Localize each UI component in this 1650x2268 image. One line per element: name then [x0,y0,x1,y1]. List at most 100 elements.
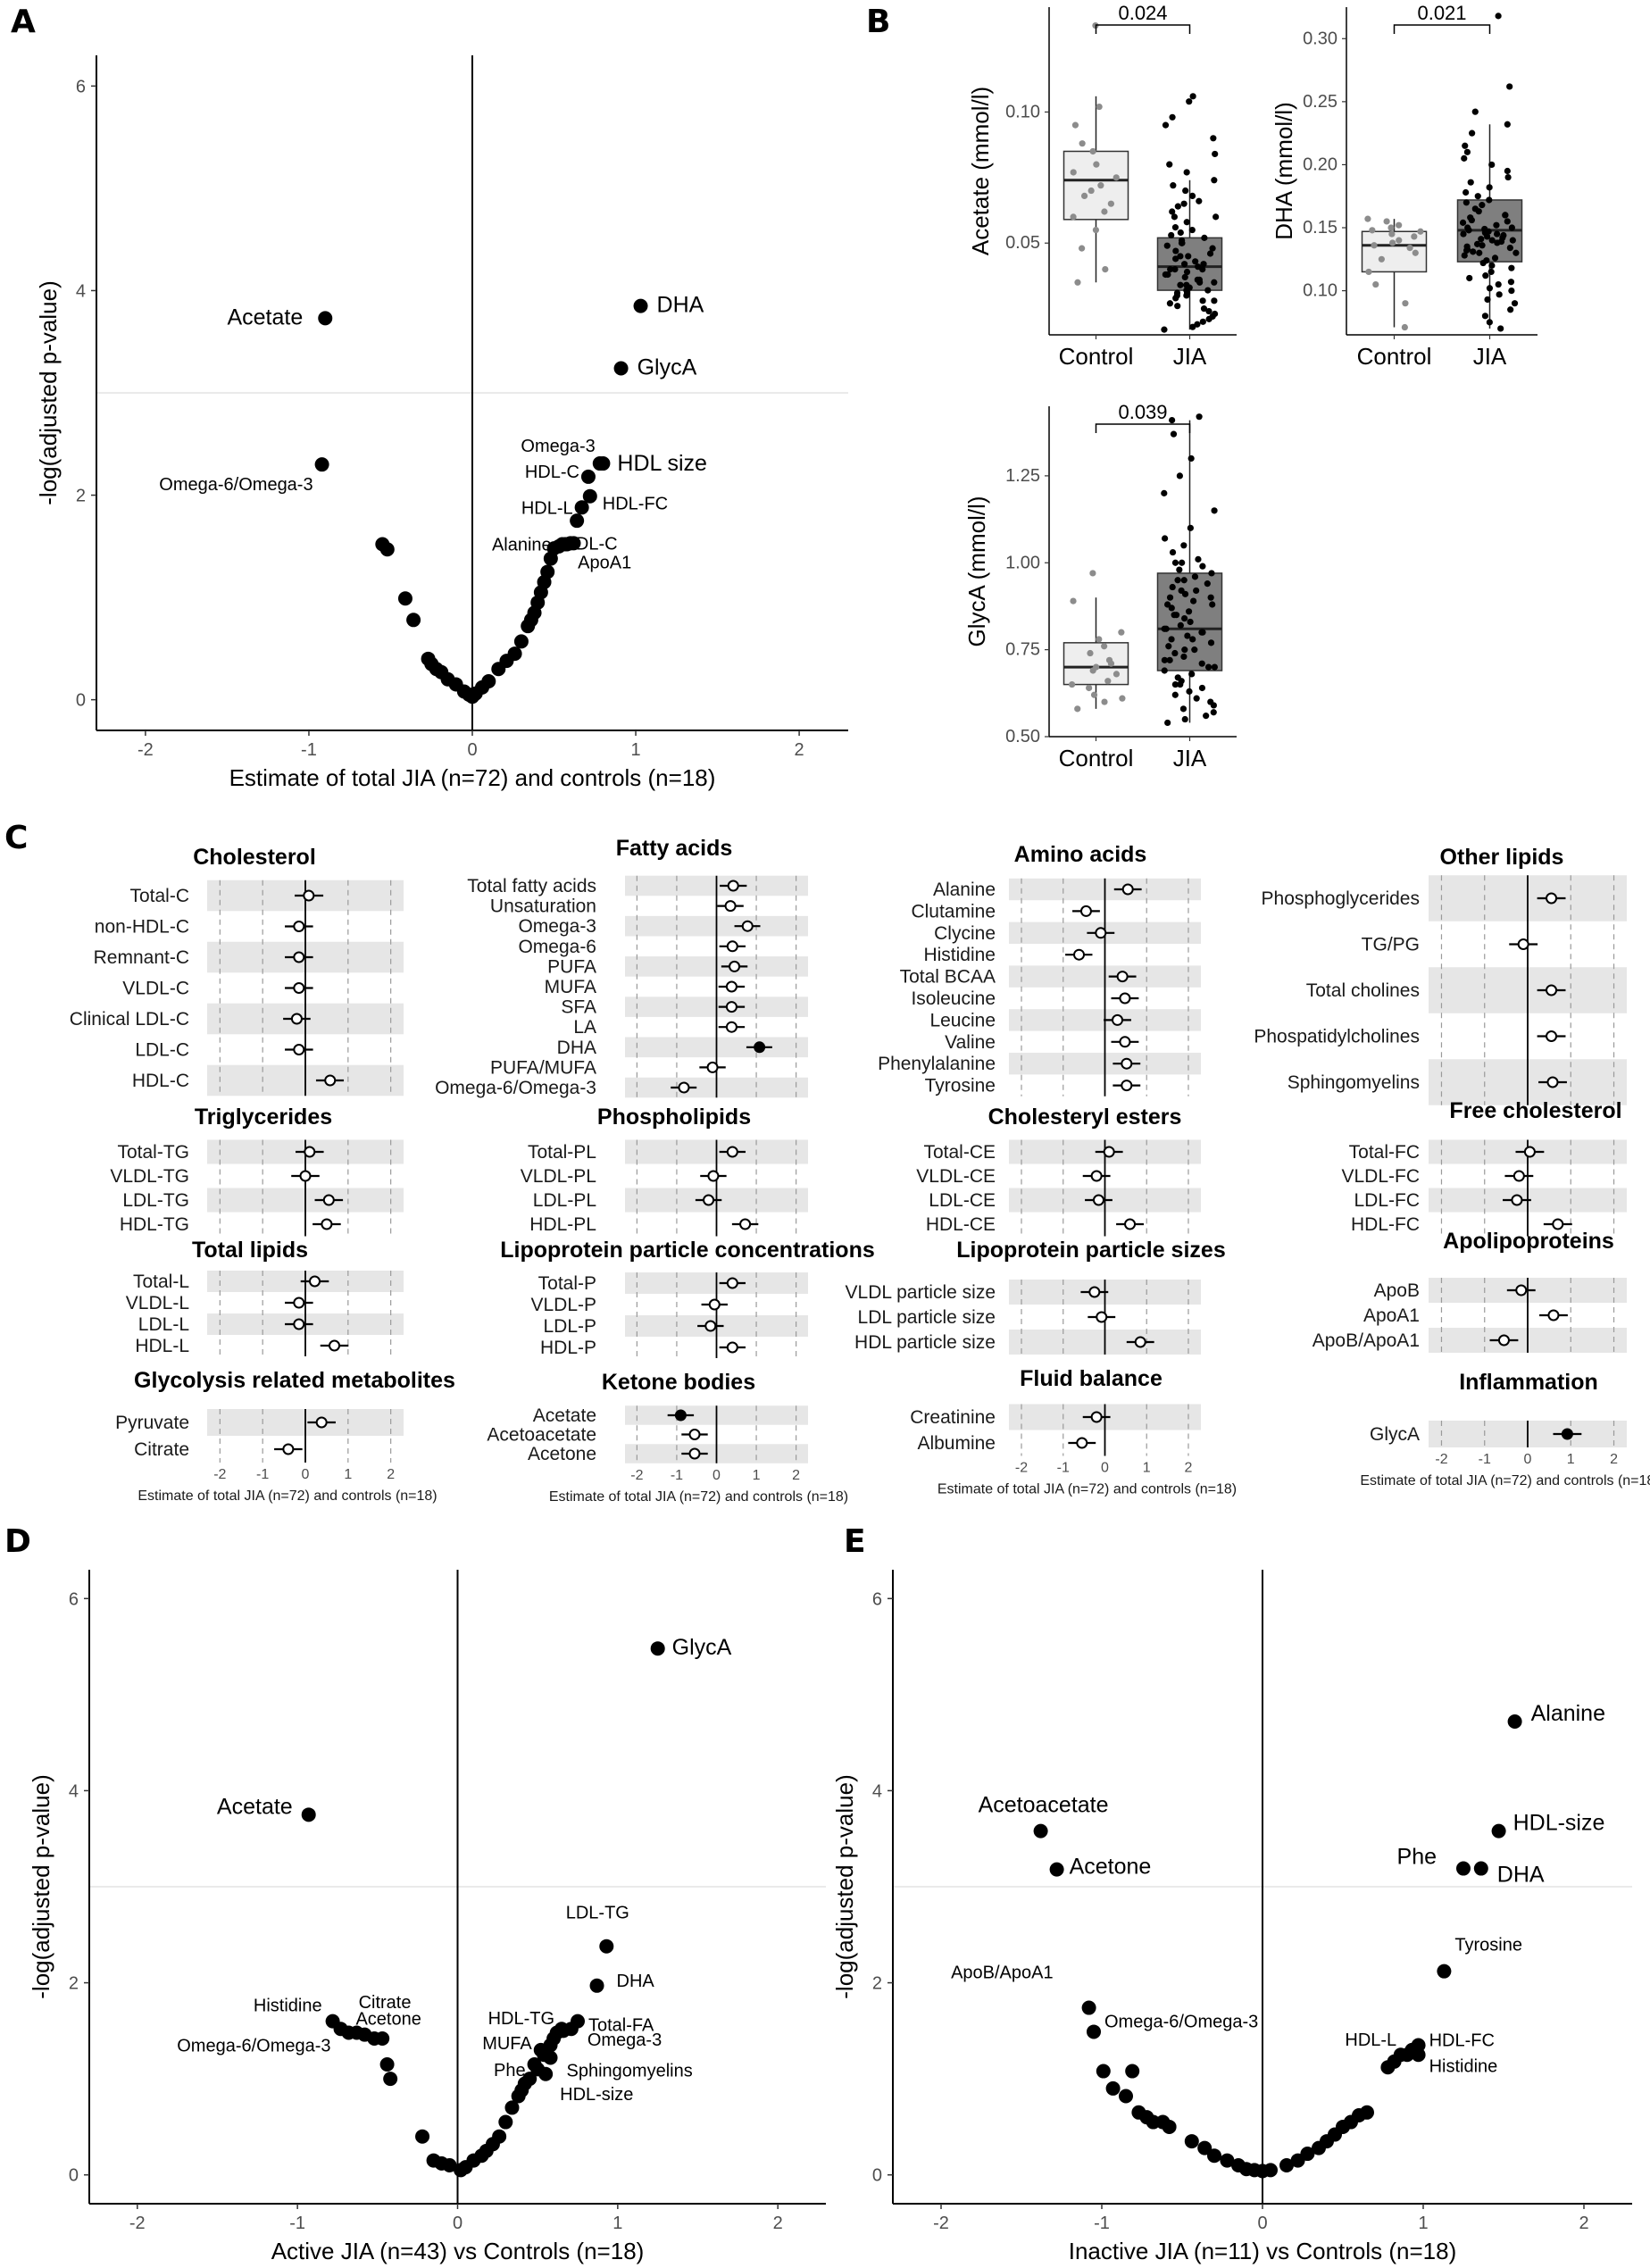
forest-x-tick: 2 [387,1467,395,1482]
labeled-data-point [1087,2024,1101,2039]
point-label: HDL-C [525,463,579,482]
jitter-point [1205,307,1212,315]
point-label: DHA [657,293,704,318]
jitter-point [1079,245,1086,252]
forest-panel-5: Triglycerides Total-TG VLDL-TG LDL-TG HDL-TG [110,1105,404,1237]
row-label: VLDL-PL [521,1166,596,1187]
row-label: Phosphoglycerides [1262,888,1420,909]
point-label: GlycA [638,355,697,380]
jitter-point [1504,218,1511,225]
forest-title: Free cholesterol [1449,1098,1621,1123]
jitter-point [1174,203,1181,210]
y-tick-label: 0 [76,691,86,711]
point-label: LDL-TG [566,1904,629,1923]
jitter-point [1107,660,1115,667]
jitter-point [1469,129,1476,137]
estimate-point [1119,1036,1131,1048]
row-label: VLDL-FC [1341,1166,1420,1187]
jitter-point [1495,280,1502,288]
jitter-point [1402,300,1409,307]
jitter-point [1189,636,1196,643]
jitter-point [1509,237,1516,244]
jitter-point [1169,548,1177,556]
forest-panel-15: Fluid balance Creatinine Albumine -2 -1 0 1 2 Es… [910,1366,1237,1497]
forest-x-tick: -2 [630,1468,643,1483]
panel-label-d: D [4,1523,31,1560]
estimate-point [293,951,305,963]
row-label: PUFA/MUFA [490,1057,596,1078]
row-label: MUFA [545,977,596,997]
x-axis-title: Estimate of total JIA (n=72) and control… [229,764,716,791]
forest-panel-13: Glycolysis related metabolites Pyruvate Ci… [115,1368,455,1504]
x-tick-label: 2 [773,2214,783,2233]
data-point [498,2114,513,2130]
jitter-point [1172,295,1179,302]
jitter-point [1181,590,1189,597]
jitter-point [1092,226,1100,234]
jitter-point [1180,577,1188,584]
labeled-data-point [1473,1861,1488,1876]
jitter-point [1486,285,1494,292]
estimate-point [726,1277,738,1289]
row-label: Omega-3 [518,916,596,937]
point-label: Acetate [227,304,303,329]
jitter-point [1180,542,1188,549]
category-label: Control [1059,745,1134,771]
jitter-point [1089,147,1096,155]
jitter-point [1162,271,1169,279]
row-label: Total cholines [1306,980,1420,1001]
jitter-point [1101,643,1108,650]
y-tick-label: 6 [76,77,86,96]
data-point [1207,2148,1221,2164]
data-point [492,2129,507,2144]
jitter-point [1173,289,1181,296]
point-label: HDL-FC [1429,2031,1495,2051]
point-label: HDL-L [1345,2030,1396,2050]
row-label: Total-FC [1349,1142,1420,1163]
jitter-point [1460,230,1467,238]
y-tick-label: 0.10 [1303,281,1338,301]
jitter-point [1166,161,1173,168]
estimate-point [293,1044,305,1055]
y-tick-label: 1.25 [1005,466,1040,486]
row-label: Omega-6 [518,937,596,957]
data-point [522,2072,538,2087]
estimate-point [322,1194,335,1206]
forest-title: Phospholipids [597,1105,751,1130]
labeled-data-point [538,2066,554,2081]
jitter-point [1475,208,1482,215]
jitter-point [1187,524,1194,531]
estimate-point [299,1170,312,1182]
jitter-point [1185,253,1192,260]
estimate-point [282,1443,295,1455]
boxplot-3: 0.50 0.75 1.00 1.25 Control JIA GlycA (mmol/l)… [963,401,1237,771]
jitter-point [1089,667,1096,674]
jitter-point [1176,472,1183,479]
jitter-point [1189,93,1196,100]
jitter-point [1170,430,1178,438]
jitter-point [1171,691,1179,698]
forest-x-tick: -2 [213,1467,226,1482]
row-label: ApoA1 [1363,1305,1420,1326]
forest-x-tick: 1 [1143,1461,1151,1476]
forest-x-tick: -1 [256,1467,269,1482]
jitter-point [1207,594,1214,601]
row-label: Total-L [133,1272,189,1292]
forest-title: Cholesterol [193,845,316,870]
jitter-point [1502,212,1509,219]
y-tick-label: 0.20 [1303,154,1338,174]
jitter-point [1372,280,1379,288]
row-label: Remnant-C [94,947,189,968]
estimate-point [674,1409,687,1422]
jitter-point [1070,213,1077,221]
labeled-data-point [1507,1714,1522,1729]
point-label: GlycA [672,1635,732,1660]
jitter-point [1181,715,1188,723]
labeled-data-point [318,311,333,326]
estimate-point [293,1297,305,1309]
jitter-point [1172,247,1179,254]
jitter-point [1378,255,1385,263]
estimate-point [293,1318,305,1330]
row-label: Isoleucine [911,988,996,1009]
